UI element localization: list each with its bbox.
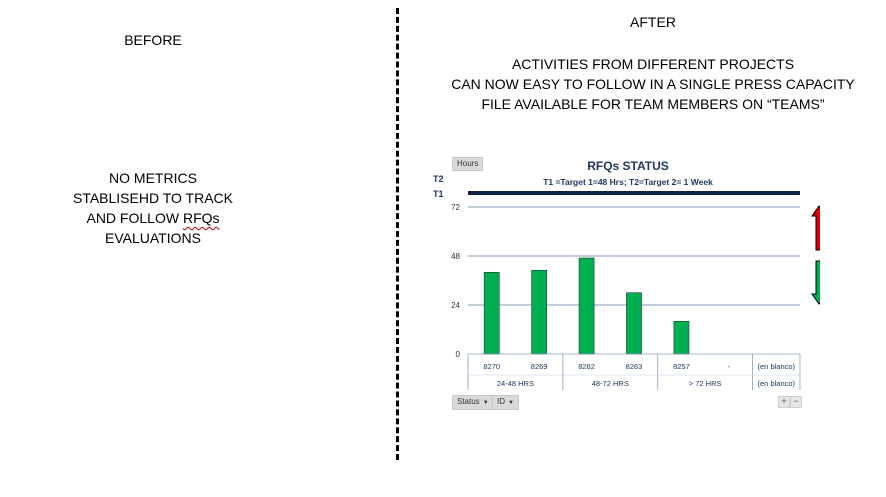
before-description: NO METRICS STABLISEHD TO TRACK AND FOLLO… [40, 168, 266, 248]
id-filter-label: ID [497, 397, 505, 406]
status-filter-button[interactable]: Status ▼ [452, 395, 494, 410]
group-label: 48-72 HRS [592, 379, 629, 388]
y-tick-label: 24 [451, 301, 460, 310]
bar-8263 [626, 292, 642, 355]
chart-canvas: RFQs STATUS T1 =Target 1=48 Hrs; T2=Targe… [433, 159, 820, 390]
y-tick-label: 48 [451, 252, 460, 261]
bar-8262 [578, 257, 595, 355]
after-line-3: FILE AVAILABLE FOR TEAM MEMBERS ON “TEAM… [481, 96, 825, 112]
after-line-2: CAN NOW EASY TO FOLLOW IN A SINGLE PRESS… [451, 76, 855, 92]
zoom-out-button[interactable]: − [790, 396, 802, 408]
target-label-t2: T2 [433, 174, 444, 184]
before-title: BEFORE [124, 32, 182, 48]
group-label: (en blanco) [758, 379, 796, 388]
x-tick-label: 8270 [483, 362, 500, 371]
before-line-3-prefix: AND FOLLOW [86, 210, 183, 226]
bar-8269 [531, 269, 547, 355]
chart-title: RFQs STATUS [587, 159, 669, 173]
group-label: 24-48 HRS [497, 379, 534, 388]
target-label-t1: T1 [433, 189, 444, 199]
hours-label: Hours [457, 159, 479, 168]
before-line-4: EVALUATIONS [105, 230, 201, 246]
id-filter-button[interactable]: ID ▼ [492, 395, 519, 410]
before-line-1: NO METRICS [109, 170, 197, 186]
worse-up-arrow-icon [811, 205, 820, 251]
zoom-in-button[interactable]: + [778, 396, 790, 408]
hours-field-button[interactable]: Hours [452, 157, 484, 171]
after-title: AFTER [630, 14, 676, 30]
chart-subtitle: T1 =Target 1=48 Hrs; T2=Target 2= 1 Week [543, 177, 713, 187]
dropdown-arrow-icon: ▼ [482, 400, 489, 406]
dashed-divider [396, 8, 399, 460]
y-tick-label: 72 [451, 203, 460, 212]
before-line-3: AND FOLLOW RFQs [40, 208, 266, 228]
rfqs-misspelled-word: RFQs [182, 210, 220, 226]
x-tick-label: - [728, 362, 731, 371]
bar-8257 [673, 320, 690, 355]
y-tick-label: 0 [456, 350, 461, 359]
before-line-2: STABLISEHD TO TRACK [72, 190, 233, 206]
rfqs-status-chart: RFQs STATUS T1 =Target 1=48 Hrs; T2=Targe… [420, 150, 820, 420]
x-tick-label: 8263 [626, 362, 643, 371]
after-line-1: ACTIVITIES FROM DIFFERENT PROJECTS [511, 56, 795, 72]
group-label: > 72 HRS [689, 379, 722, 388]
better-down-arrow-icon [811, 260, 820, 305]
after-description: ACTIVITIES FROM DIFFERENT PROJECTS CAN N… [420, 54, 886, 114]
x-tick-label: 8269 [531, 362, 548, 371]
x-tick-label: 8257 [673, 362, 690, 371]
dropdown-arrow-icon: ▼ [508, 400, 514, 406]
x-tick-label: 8262 [578, 362, 595, 371]
x-tick-label: (en blanco) [758, 362, 796, 371]
status-filter-label: Status [457, 397, 480, 406]
bar-8270 [483, 271, 500, 355]
